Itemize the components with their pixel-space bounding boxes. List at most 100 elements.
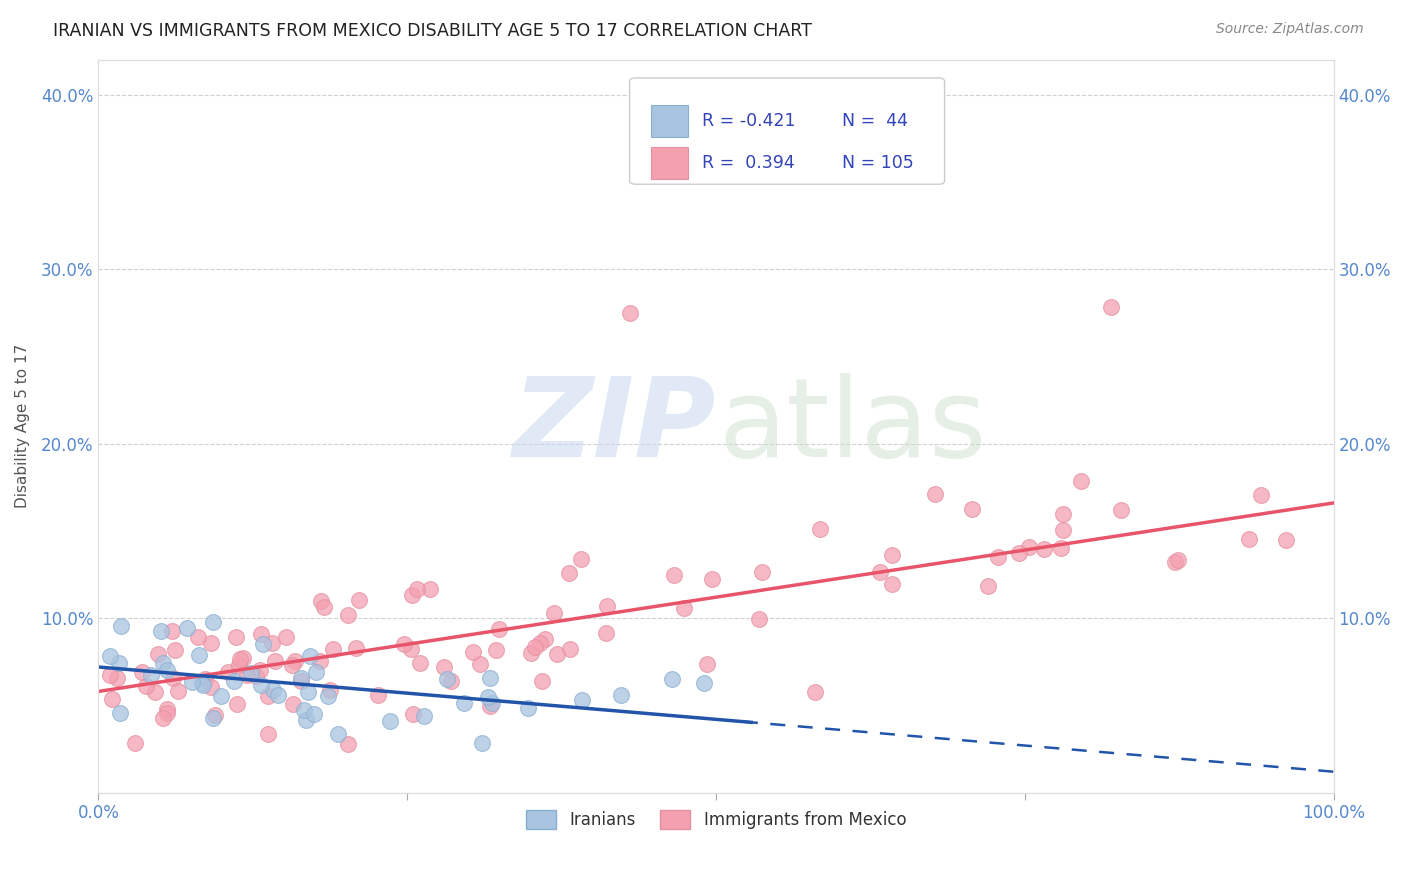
Point xyxy=(440,674,463,689)
Point xyxy=(484,642,506,657)
Point xyxy=(748,612,770,626)
Point xyxy=(316,689,339,703)
Point xyxy=(290,673,312,688)
Point xyxy=(479,698,502,713)
Point xyxy=(529,636,551,650)
Point xyxy=(402,706,425,721)
Point xyxy=(124,736,146,750)
Y-axis label: Disability Age 5 to 17: Disability Age 5 to 17 xyxy=(15,344,30,508)
Point xyxy=(546,647,568,661)
Point xyxy=(257,689,280,703)
Point xyxy=(135,679,157,693)
Point xyxy=(328,727,350,741)
Bar xyxy=(651,105,688,137)
Point xyxy=(108,656,131,670)
Point xyxy=(187,631,209,645)
Text: ZIP: ZIP xyxy=(513,373,716,480)
Point xyxy=(298,648,321,663)
Point xyxy=(302,707,325,722)
Point xyxy=(152,711,174,725)
Point xyxy=(150,624,173,638)
Point xyxy=(531,674,554,689)
Point xyxy=(672,600,695,615)
Point xyxy=(1250,488,1272,502)
Point xyxy=(419,582,441,597)
Point xyxy=(433,660,456,674)
Point xyxy=(131,665,153,679)
Point xyxy=(181,675,204,690)
Point xyxy=(477,690,499,705)
Point xyxy=(960,501,983,516)
Legend: Iranians, Immigrants from Mexico: Iranians, Immigrants from Mexico xyxy=(519,803,912,836)
Point xyxy=(470,657,492,672)
Point xyxy=(1008,546,1031,560)
Point xyxy=(569,552,592,566)
Point xyxy=(200,680,222,694)
Point xyxy=(249,664,271,678)
Point xyxy=(200,636,222,650)
Point xyxy=(284,653,307,667)
Point xyxy=(987,550,1010,565)
Point xyxy=(479,671,502,685)
Point xyxy=(274,631,297,645)
Point xyxy=(693,676,716,690)
Point xyxy=(880,577,903,591)
Point xyxy=(260,636,283,650)
Point xyxy=(143,685,166,699)
Point xyxy=(533,632,555,647)
Point xyxy=(250,627,273,641)
Point xyxy=(344,640,367,655)
Point xyxy=(229,652,252,666)
Point xyxy=(1109,502,1132,516)
Point xyxy=(309,593,332,607)
Point xyxy=(256,727,278,741)
Point xyxy=(516,701,538,715)
Point xyxy=(596,599,619,614)
Point xyxy=(319,682,342,697)
Text: IRANIAN VS IMMIGRANTS FROM MEXICO DISABILITY AGE 5 TO 17 CORRELATION CHART: IRANIAN VS IMMIGRANTS FROM MEXICO DISABI… xyxy=(53,22,813,40)
Point xyxy=(156,706,179,720)
Point xyxy=(558,642,581,657)
Point xyxy=(201,711,224,725)
Point xyxy=(191,676,214,690)
Point xyxy=(337,608,360,623)
Point xyxy=(924,487,946,501)
Point xyxy=(209,689,232,703)
Point xyxy=(232,651,254,665)
Point xyxy=(524,640,547,655)
Point xyxy=(610,688,633,702)
Point xyxy=(1237,532,1260,546)
Point xyxy=(394,637,416,651)
Point xyxy=(619,306,641,320)
Point xyxy=(98,648,121,663)
Point xyxy=(281,658,304,673)
Point xyxy=(226,697,249,711)
Point xyxy=(156,702,179,716)
Point xyxy=(194,673,217,687)
Point xyxy=(110,619,132,633)
Point xyxy=(167,683,190,698)
Point xyxy=(146,647,169,661)
Point xyxy=(557,566,579,580)
Point xyxy=(1167,553,1189,567)
Point xyxy=(436,672,458,686)
Point xyxy=(453,696,475,710)
Point xyxy=(224,673,246,688)
Point xyxy=(201,615,224,629)
Point xyxy=(152,656,174,670)
Point xyxy=(662,568,685,582)
Point xyxy=(160,624,183,638)
Point xyxy=(156,663,179,677)
Point xyxy=(267,688,290,702)
Point xyxy=(543,606,565,620)
Point xyxy=(225,630,247,644)
Point xyxy=(252,637,274,651)
Point xyxy=(1275,533,1298,547)
Point xyxy=(262,682,284,697)
Point xyxy=(488,623,510,637)
Point xyxy=(471,736,494,750)
Point xyxy=(188,648,211,662)
Point xyxy=(696,657,718,671)
Point xyxy=(367,688,389,702)
Point xyxy=(399,641,422,656)
